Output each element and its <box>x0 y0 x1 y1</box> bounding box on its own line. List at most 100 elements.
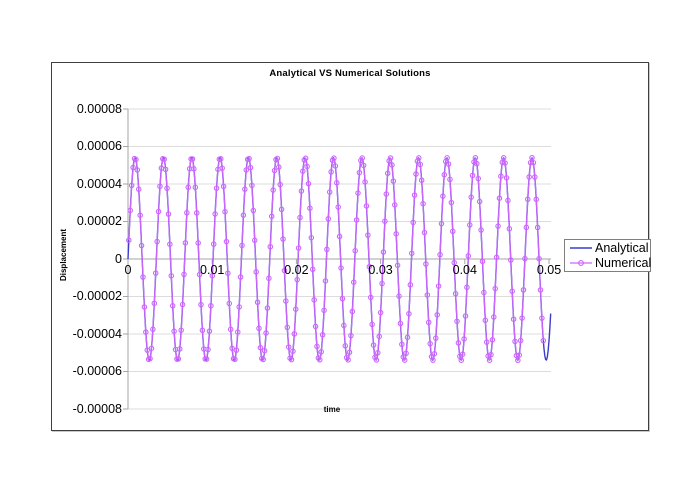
numerical-marker <box>540 337 547 344</box>
numerical-marker <box>278 206 285 213</box>
numerical-marker <box>399 341 405 348</box>
numerical-marker <box>373 357 380 363</box>
numerical-marker <box>503 175 510 181</box>
numerical-marker <box>520 287 527 293</box>
numerical-marker <box>298 188 305 194</box>
numerical-marker <box>253 269 259 275</box>
numerical-marker <box>384 170 391 177</box>
y-tick-label: 0.00006 <box>76 139 122 153</box>
numerical-marker <box>390 178 397 184</box>
numerical-marker <box>319 332 326 338</box>
legend-box[interactable]: Analytical Numerical <box>564 239 651 272</box>
numerical-marker <box>208 302 214 309</box>
numerical-marker <box>240 212 247 218</box>
numerical-marker <box>452 290 459 297</box>
numerical-marker <box>249 182 255 189</box>
numerical-marker <box>251 237 258 244</box>
legend-entry-numerical[interactable]: Numerical <box>569 256 652 270</box>
numerical-marker <box>403 350 409 357</box>
x-tick-label: 0 <box>124 263 132 277</box>
numerical-marker <box>165 211 172 217</box>
numerical-marker <box>472 155 479 161</box>
numerical-marker <box>413 171 419 177</box>
numerical-marker <box>290 348 296 354</box>
numerical-marker <box>482 317 489 324</box>
numerical-marker <box>263 330 269 336</box>
numerical-marker <box>351 279 357 285</box>
numerical-marker <box>492 285 498 292</box>
numerical-marker <box>408 250 415 257</box>
numerical-marker <box>326 189 333 195</box>
plot-area[interactable] <box>122 105 554 417</box>
numerical-marker <box>191 166 197 172</box>
numerical-marker <box>141 304 148 310</box>
numerical-marker <box>175 356 182 362</box>
numerical-marker <box>227 326 234 333</box>
numerical-marker <box>209 272 216 279</box>
numerical-marker <box>311 297 317 303</box>
numerical-marker <box>346 349 353 356</box>
numerical-marker <box>397 320 404 327</box>
numerical-marker <box>164 185 170 192</box>
numerical-marker <box>500 155 507 161</box>
numerical-marker <box>294 276 300 283</box>
legend-label-numerical: Numerical <box>595 256 652 270</box>
numerical-marker <box>341 322 347 329</box>
numerical-marker <box>128 182 135 189</box>
numerical-marker <box>235 329 241 335</box>
numerical-marker <box>220 183 227 190</box>
numerical-marker <box>266 275 272 282</box>
numerical-marker <box>314 343 320 350</box>
numerical-marker <box>147 355 153 362</box>
numerical-marker <box>332 163 339 169</box>
numerical-marker <box>236 304 242 310</box>
numerical-marker <box>295 245 302 251</box>
numerical-marker <box>261 347 268 354</box>
chart-object[interactable]: Analytical VS Numerical Solutions 0.0000… <box>51 62 651 431</box>
numerical-marker <box>239 242 245 249</box>
numerical-marker <box>533 196 539 203</box>
numerical-marker <box>488 351 494 358</box>
numerical-marker <box>438 220 445 227</box>
numerical-marker <box>427 340 433 347</box>
numerical-marker <box>522 255 528 262</box>
numerical-marker <box>137 212 143 218</box>
numerical-marker <box>317 357 323 363</box>
numerical-marker <box>246 155 252 162</box>
numerical-marker <box>213 185 220 191</box>
legend-entry-analytical[interactable]: Analytical <box>569 241 650 255</box>
numerical-marker <box>218 156 224 162</box>
numerical-marker <box>297 214 303 221</box>
numerical-marker <box>367 294 374 301</box>
numerical-marker <box>382 218 388 224</box>
numerical-marker <box>184 210 190 216</box>
numerical-marker <box>387 155 394 161</box>
numerical-marker <box>393 231 399 237</box>
numerical-marker <box>416 155 422 161</box>
numerical-marker <box>406 310 412 317</box>
numerical-marker <box>291 331 298 337</box>
numerical-marker <box>219 165 225 171</box>
numerical-marker <box>257 344 264 351</box>
numerical-marker <box>530 159 537 166</box>
numerical-marker <box>169 303 176 309</box>
y-tick-label: -0.00002 <box>72 289 122 303</box>
numerical-marker <box>491 314 497 320</box>
numerical-marker <box>140 274 146 280</box>
numerical-marker <box>386 158 392 164</box>
numerical-marker <box>417 161 423 168</box>
numerical-marker <box>421 229 428 236</box>
numerical-marker <box>242 186 248 192</box>
y-tick-label: -0.00004 <box>72 326 122 341</box>
numerical-marker <box>179 301 186 308</box>
numerical-marker <box>182 240 189 246</box>
numerical-marker <box>274 155 281 162</box>
numerical-marker <box>349 308 356 315</box>
numerical-marker <box>280 236 286 242</box>
numerical-marker <box>430 357 436 363</box>
numerical-marker <box>365 232 371 238</box>
numerical-marker <box>171 328 177 334</box>
numerical-marker <box>151 300 158 307</box>
numerical-marker <box>455 340 462 346</box>
numerical-marker <box>342 343 349 349</box>
